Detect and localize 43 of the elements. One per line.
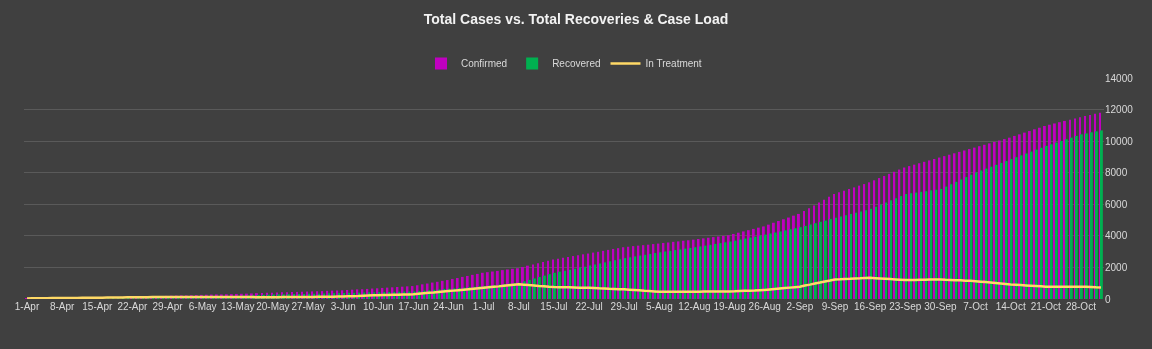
x-tick-label: 29-Apr xyxy=(152,301,184,312)
x-tick-label: 3-Jun xyxy=(330,301,356,312)
x-tick-label: 17-Jun xyxy=(398,301,429,312)
x-tick-label: 1-Apr xyxy=(14,301,40,312)
y-tick-label: 2000 xyxy=(1105,261,1128,273)
x-tick-label: 23-Sep xyxy=(889,301,922,312)
x-tick-label: 14-Oct xyxy=(995,301,1026,312)
x-tick-label: 13-May xyxy=(221,301,255,312)
x-tick-label: 19-Aug xyxy=(713,301,746,312)
x-tick-label: 24-Jun xyxy=(433,301,464,312)
x-tick-label: 30-Sep xyxy=(924,301,957,312)
x-tick-label: 9-Sep xyxy=(821,301,849,312)
legend-label: Confirmed xyxy=(461,58,508,70)
y-tick-label: 0 xyxy=(1105,293,1111,305)
y-tick-label: 10000 xyxy=(1105,135,1134,147)
y-tick-label: 6000 xyxy=(1105,198,1128,210)
legend-label: In Treatment xyxy=(645,58,702,70)
x-tick-label: 2-Sep xyxy=(786,301,814,312)
y-tick-label: 12000 xyxy=(1105,104,1134,116)
y-tick-label: 14000 xyxy=(1105,72,1134,84)
x-tick-label: 6-May xyxy=(188,301,217,312)
x-tick-label: 5-Aug xyxy=(646,301,673,312)
x-tick-label: 7-Oct xyxy=(963,301,988,312)
x-tick-label: 27-May xyxy=(291,301,325,312)
x-tick-label: 20-May xyxy=(256,301,290,312)
x-tick-label: 22-Jul xyxy=(575,301,603,312)
x-tick-label: 15-Apr xyxy=(82,301,113,312)
legend-label: Recovered xyxy=(552,58,601,70)
x-tick-label: 1-Jul xyxy=(472,301,495,312)
x-tick-label: 10-Jun xyxy=(363,301,394,312)
x-tick-label: 28-Oct xyxy=(1065,301,1097,312)
y-tick-label: 8000 xyxy=(1105,167,1128,179)
x-tick-label: 12-Aug xyxy=(678,301,711,312)
x-tick-label: 22-Apr xyxy=(117,301,149,312)
x-tick-label: 21-Oct xyxy=(1030,301,1061,312)
x-tick-label: 26-Aug xyxy=(748,301,781,312)
x-tick-label: 16-Sep xyxy=(854,301,887,312)
y-tick-label: 4000 xyxy=(1105,230,1128,242)
x-tick-label: 29-Jul xyxy=(610,301,638,312)
x-tick-label: 15-Jul xyxy=(540,301,568,312)
x-tick-label: 8-Apr xyxy=(49,301,76,312)
x-tick-label: 8-Jul xyxy=(507,301,530,312)
chart-title: Total Cases vs. Total Recoveries & Case Load xyxy=(423,10,729,27)
